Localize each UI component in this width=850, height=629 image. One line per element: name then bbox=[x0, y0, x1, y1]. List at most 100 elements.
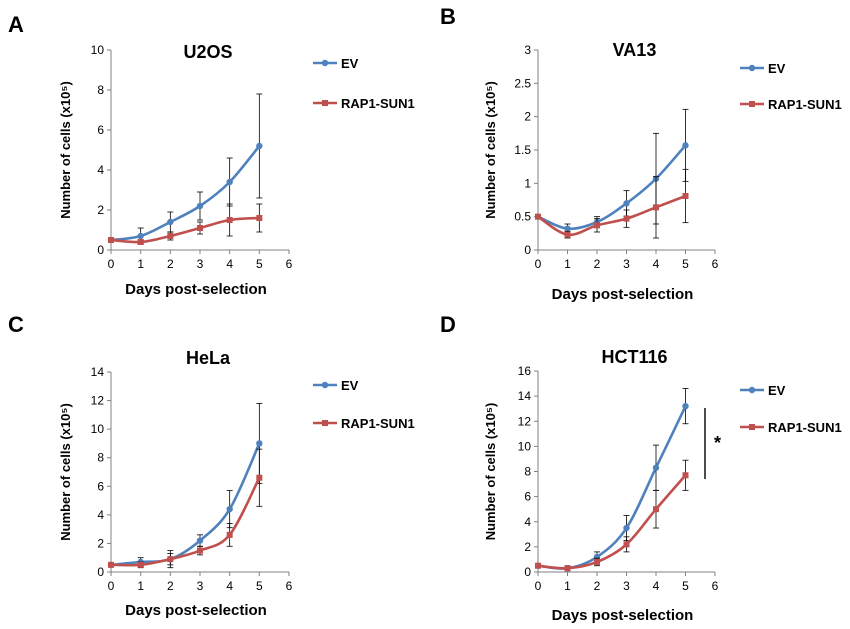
x-tick-label: 3 bbox=[197, 257, 204, 271]
data-point bbox=[564, 565, 571, 572]
panel-letter: B bbox=[440, 4, 456, 29]
chart-title: HeLa bbox=[186, 348, 231, 368]
x-tick-label: 1 bbox=[564, 257, 571, 271]
data-point bbox=[226, 505, 233, 513]
legend-entry-rap1-sun1: RAP1-SUN1 bbox=[313, 416, 415, 431]
y-tick-label: 0 bbox=[524, 565, 531, 579]
series-line-ev bbox=[537, 144, 687, 231]
x-tick-label: 0 bbox=[108, 579, 115, 593]
y-tick-label: 0 bbox=[97, 243, 104, 257]
y-tick-label: 0 bbox=[97, 565, 104, 579]
y-tick-label: 0.5 bbox=[514, 210, 531, 224]
data-point bbox=[256, 474, 263, 481]
series-line-rap1-sun1 bbox=[537, 194, 686, 237]
series-line-rap1-sun1 bbox=[537, 474, 687, 570]
data-point bbox=[623, 541, 630, 548]
x-tick-label: 4 bbox=[226, 579, 233, 593]
data-point bbox=[623, 200, 630, 207]
x-tick-label: 1 bbox=[137, 257, 144, 271]
panel-letter: D bbox=[440, 312, 456, 337]
x-tick-label: 5 bbox=[256, 257, 263, 271]
y-tick-label: 2.5 bbox=[514, 76, 531, 90]
data-point bbox=[196, 202, 204, 210]
x-tick-label: 4 bbox=[653, 579, 660, 593]
data-point bbox=[197, 547, 203, 554]
x-tick-label: 3 bbox=[197, 579, 204, 593]
chart-title: HCT116 bbox=[601, 347, 667, 367]
legend-entry-ev: EV bbox=[740, 61, 786, 76]
x-axis-label: Days post-selection bbox=[125, 602, 267, 619]
y-tick-label: 0 bbox=[524, 243, 531, 257]
data-point bbox=[535, 562, 541, 569]
y-tick-label: 6 bbox=[97, 123, 104, 137]
x-tick-label: 2 bbox=[594, 579, 601, 593]
x-tick-label: 4 bbox=[226, 257, 233, 271]
y-tick-label: 1.5 bbox=[514, 143, 531, 157]
x-tick-label: 0 bbox=[108, 257, 115, 271]
legend-label: RAP1-SUN1 bbox=[768, 420, 842, 435]
data-point bbox=[137, 561, 144, 568]
y-tick-label: 12 bbox=[518, 414, 532, 428]
data-point bbox=[167, 233, 174, 239]
panel-letter: C bbox=[8, 312, 24, 337]
data-point bbox=[623, 215, 630, 222]
panel-letter: A bbox=[8, 12, 24, 37]
y-tick-label: 2 bbox=[97, 536, 104, 550]
y-axis-label: Number of cells (x10⁵) bbox=[58, 81, 73, 219]
x-tick-label: 6 bbox=[712, 257, 719, 271]
data-point bbox=[682, 142, 689, 149]
y-tick-label: 12 bbox=[91, 394, 105, 408]
x-tick-label: 0 bbox=[535, 257, 542, 271]
y-axis-label: Number of cells (x10⁵) bbox=[483, 403, 498, 541]
chart-title: U2OS bbox=[183, 42, 232, 62]
data-point bbox=[682, 402, 689, 410]
data-point bbox=[256, 142, 263, 150]
y-tick-label: 10 bbox=[91, 43, 105, 57]
x-tick-label: 5 bbox=[256, 579, 263, 593]
y-tick-label: 3 bbox=[524, 43, 531, 57]
y-tick-label: 2 bbox=[524, 540, 531, 554]
series-line-ev bbox=[110, 442, 261, 567]
y-tick-label: 10 bbox=[91, 422, 105, 436]
y-tick-label: 14 bbox=[91, 365, 105, 379]
x-tick-label: 2 bbox=[594, 257, 601, 271]
data-point bbox=[196, 537, 204, 544]
data-point bbox=[167, 556, 174, 563]
y-tick-label: 10 bbox=[518, 439, 532, 453]
data-point bbox=[256, 215, 263, 221]
legend-entry-ev: EV bbox=[740, 383, 786, 398]
legend-label: RAP1-SUN1 bbox=[341, 96, 415, 111]
data-point bbox=[137, 232, 144, 240]
x-tick-label: 3 bbox=[623, 257, 630, 271]
legend-label: EV bbox=[341, 378, 359, 393]
legend-label: EV bbox=[341, 56, 359, 71]
x-tick-label: 2 bbox=[167, 579, 174, 593]
y-tick-label: 6 bbox=[524, 490, 531, 504]
data-point bbox=[564, 231, 571, 238]
legend-entry-rap1-sun1: RAP1-SUN1 bbox=[313, 96, 415, 111]
y-tick-label: 4 bbox=[524, 515, 531, 529]
x-tick-label: 5 bbox=[682, 257, 689, 271]
y-tick-label: 8 bbox=[97, 451, 104, 465]
y-tick-label: 8 bbox=[97, 83, 104, 97]
data-point bbox=[653, 204, 659, 211]
data-point bbox=[226, 531, 233, 538]
legend-entry-rap1-sun1: RAP1-SUN1 bbox=[740, 420, 842, 435]
y-tick-label: 2 bbox=[524, 110, 531, 124]
legend-marker bbox=[321, 59, 329, 67]
y-tick-label: 6 bbox=[97, 479, 104, 493]
x-axis-label: Days post-selection bbox=[552, 286, 694, 303]
data-point bbox=[594, 222, 600, 229]
y-tick-label: 4 bbox=[97, 508, 104, 522]
data-point bbox=[652, 464, 660, 471]
data-point bbox=[535, 213, 541, 220]
data-point bbox=[682, 472, 689, 479]
legend-label: RAP1-SUN1 bbox=[768, 97, 842, 112]
legend-marker bbox=[748, 386, 756, 394]
legend-entry-rap1-sun1: RAP1-SUN1 bbox=[740, 97, 842, 112]
data-point bbox=[256, 440, 263, 447]
chart-panel-a: A U2OS 0 2 4 6 8 10 0 1 2 3 4 5 6 Days post-selection Nu… bbox=[8, 12, 415, 298]
